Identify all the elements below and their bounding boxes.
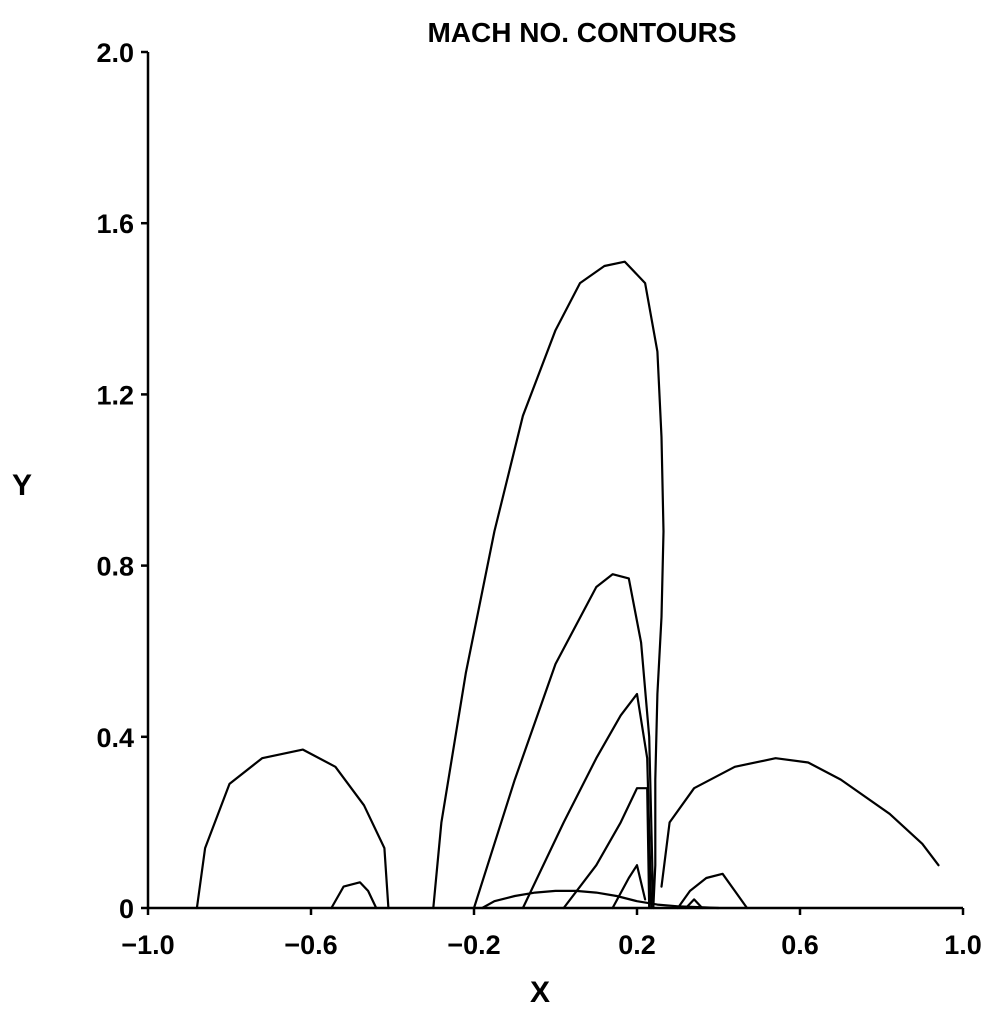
y-tick-label: 2.0 xyxy=(96,38,134,68)
contour-line-5 xyxy=(472,573,655,910)
contour-line-6 xyxy=(521,692,653,910)
y-axis-title: Y xyxy=(12,469,32,502)
x-axis-title: X xyxy=(530,976,550,1009)
contour-line-9 xyxy=(660,757,940,888)
x-tick-label: −0.2 xyxy=(447,930,500,960)
contour-line-7 xyxy=(562,787,651,910)
contour-line-11 xyxy=(684,898,704,910)
contour-line-10 xyxy=(676,872,749,910)
y-tick-label: 0.8 xyxy=(96,552,134,582)
tick-labels: −1.0 −0.6 −0.2 0.2 0.6 1.0 0 0.4 0.8 1.2 1.6 2.0 xyxy=(96,38,981,960)
contour-line-4 xyxy=(432,260,665,910)
axes xyxy=(146,52,963,910)
y-tick-label: 1.2 xyxy=(96,380,134,410)
x-tick-label: −1.0 xyxy=(121,930,174,960)
contour-lines xyxy=(195,260,940,910)
contour-line-2 xyxy=(195,748,390,910)
x-tick-label: 0.6 xyxy=(781,930,819,960)
y-tick-label: 0 xyxy=(119,894,134,924)
contour-line-3 xyxy=(330,881,378,910)
y-tick-label: 0.4 xyxy=(96,723,134,753)
x-tick-label: 1.0 xyxy=(944,930,982,960)
chart-title: MACH NO. CONTOURS xyxy=(427,17,736,48)
ticks xyxy=(141,50,965,915)
x-tick-label: 0.2 xyxy=(618,930,656,960)
x-tick-label: −0.6 xyxy=(284,930,337,960)
contour-line-8 xyxy=(611,864,647,910)
y-tick-label: 1.6 xyxy=(96,209,134,239)
